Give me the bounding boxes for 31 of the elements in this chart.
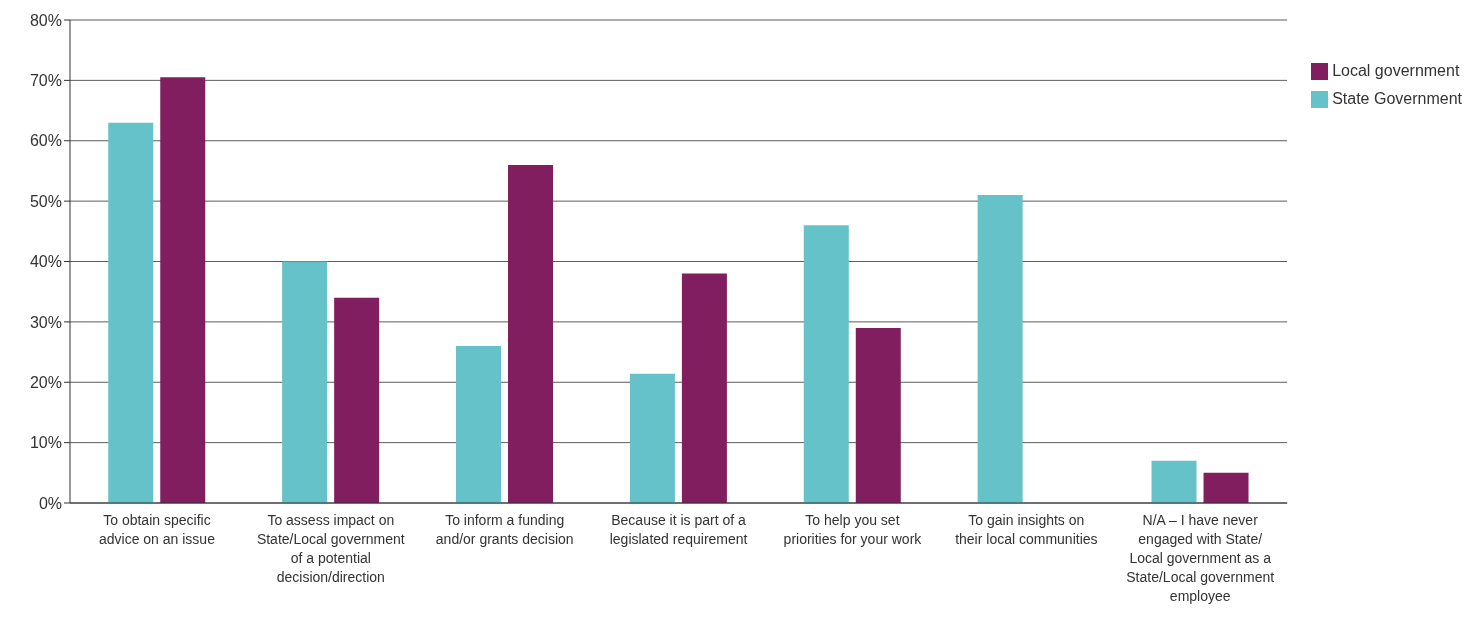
bar [282, 261, 328, 503]
x-tick-label: To gain insights on their local communities [955, 512, 1098, 547]
bar [855, 327, 901, 503]
bar [1151, 460, 1197, 503]
x-tick-label: To help you set priorities for your work [783, 512, 923, 547]
y-tick-label: 80% [29, 11, 62, 29]
y-tick-label: 10% [29, 434, 62, 452]
y-tick-label: 70% [29, 72, 62, 90]
x-tick-label: To obtain specific advice on an issue [98, 512, 216, 547]
bar [629, 373, 675, 503]
bar [681, 273, 727, 503]
bar [1203, 472, 1249, 503]
bar [108, 122, 154, 503]
x-tick-label: Because it is part of a legislated requirement [609, 512, 748, 547]
bar [508, 164, 554, 503]
x-tick-label: To inform a funding and/or grants decision [435, 512, 574, 547]
y-tick-label: 50% [29, 192, 62, 210]
y-tick-label: 0% [38, 494, 62, 512]
bar [977, 195, 1023, 503]
legend-label: Local government [1332, 62, 1460, 79]
y-tick-label: 20% [29, 373, 62, 391]
bar [803, 225, 849, 503]
bar [456, 346, 502, 503]
y-tick-label: 60% [29, 132, 62, 150]
legend-label: State Government [1332, 90, 1462, 107]
y-tick-label: 40% [29, 253, 62, 271]
x-tick-label: To assess impact on State/Local government of a potential decision/direction [256, 512, 405, 585]
bar [160, 77, 206, 503]
bar [334, 297, 380, 503]
x-tick-label: N/A – I have never engaged with State/ Local government as a State/Local government employee [1126, 512, 1275, 604]
y-tick-label: 30% [29, 313, 62, 331]
